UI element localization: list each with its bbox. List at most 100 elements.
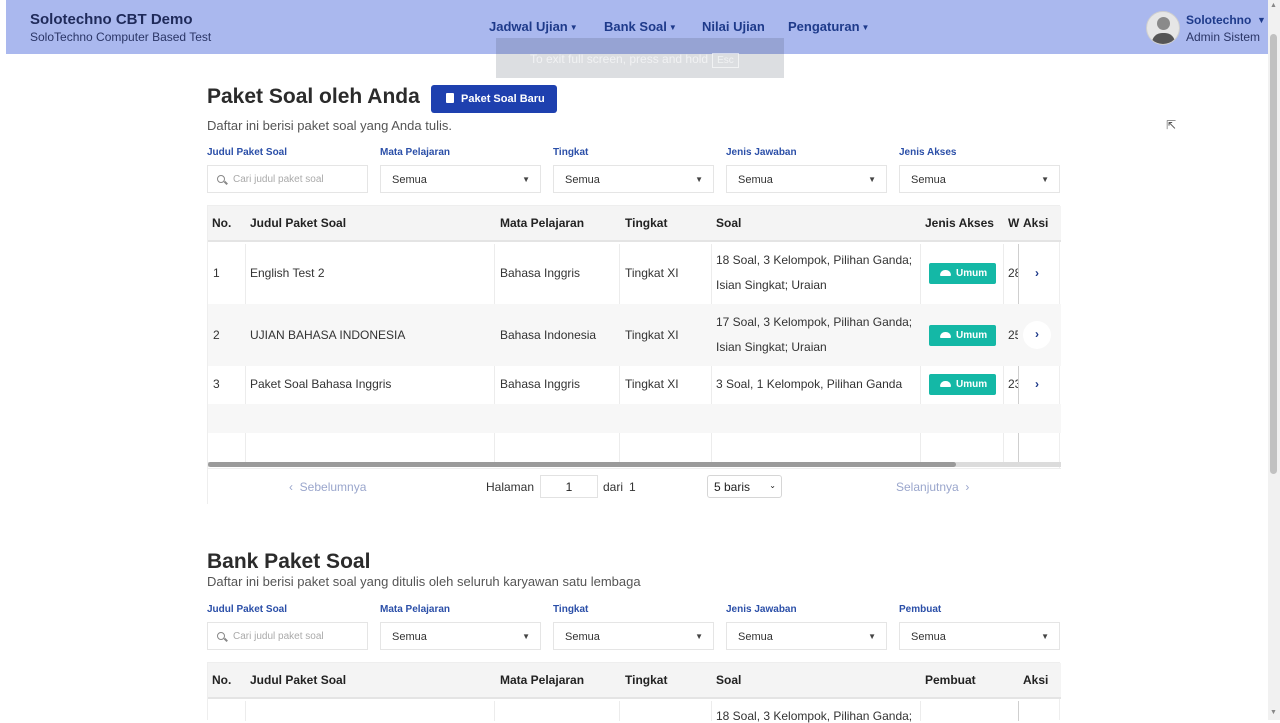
column-header[interactable]: Mata Pelajaran [500, 673, 585, 687]
caret-down-icon: ▼ [1041, 632, 1049, 641]
table-row[interactable]: 1 English Test 2 Bahasa Inggris Tingkat … [208, 244, 1061, 304]
filter-label: Tingkat [553, 604, 589, 615]
column-header: No. [212, 673, 232, 687]
filter-label: Jenis Jawaban [726, 604, 797, 615]
nav-jadwal-ujian[interactable]: Jadwal Ujian ▼ [489, 19, 578, 34]
nav-bank-soal[interactable]: Bank Soal ▼ [604, 19, 677, 34]
fullscreen-notice-text: To exit full screen, press and hold [530, 52, 709, 66]
caret-down-icon: ▼ [522, 632, 530, 641]
select-value: Semua [738, 174, 773, 186]
column-header[interactable]: Judul Paket Soal [250, 673, 347, 687]
search-icon [217, 632, 225, 640]
caret-down-icon: ▼ [695, 175, 703, 184]
cell-no: 3 [213, 377, 220, 391]
avatar[interactable] [1146, 11, 1180, 45]
column-header[interactable]: W [1008, 216, 1020, 230]
table-row-empty [208, 404, 1061, 433]
bank-packages-table: No. Judul Paket Soal Mata Pelajaran Ting… [207, 662, 1061, 723]
book-icon [446, 93, 454, 103]
chevron-right-icon: › [1035, 327, 1039, 341]
row-action-button[interactable]: › [1023, 260, 1051, 288]
chevron-down-icon: ⌄ [769, 481, 776, 490]
select-value: Semua [392, 631, 427, 643]
subject-select[interactable]: Semua ▼ [380, 165, 541, 193]
column-header[interactable]: Mata Pelajaran [500, 216, 585, 230]
level-select[interactable]: Semua ▼ [553, 165, 714, 193]
cell-soal-line1: 18 Soal, 3 Kelompok, Pilihan Ganda; [716, 253, 913, 267]
filter-label: Jenis Jawaban [726, 147, 797, 158]
column-header[interactable]: Pembuat [925, 673, 976, 687]
cell-w: 28 [1008, 266, 1018, 280]
answer-type-select[interactable]: Semua ▼ [726, 622, 887, 650]
new-package-label: Paket Soal Baru [461, 93, 545, 105]
access-badge: Umum [929, 263, 996, 284]
column-header[interactable]: Soal [716, 673, 742, 687]
users-icon [940, 381, 951, 387]
esc-key-label: Esc [712, 53, 739, 68]
access-type-select[interactable]: Semua ▼ [899, 165, 1060, 193]
chevron-right-icon: › [1035, 266, 1039, 280]
cell-w: 23 [1008, 377, 1018, 391]
users-icon [940, 270, 951, 276]
user-name[interactable]: Solotechno [1186, 13, 1252, 27]
scrollbar-thumb[interactable] [208, 462, 956, 467]
caret-down-icon: ▼ [861, 23, 870, 32]
horizontal-scrollbar[interactable] [208, 462, 1061, 467]
search-input[interactable]: Cari judul paket soal [207, 622, 368, 650]
app-title[interactable]: Solotechno CBT Demo [30, 11, 193, 28]
table-header: No. Judul Paket Soal Mata Pelajaran Ting… [208, 206, 1061, 242]
column-header[interactable]: Soal [716, 216, 742, 230]
row-action-button[interactable]: › [1023, 371, 1051, 399]
level-select[interactable]: Semua ▼ [553, 622, 714, 650]
table-row[interactable]: 2 UJIAN BAHASA INDONESIA Bahasa Indonesi… [208, 304, 1061, 366]
select-value: Semua [738, 631, 773, 643]
column-header[interactable]: Judul Paket Soal [250, 216, 347, 230]
scrollbar-thumb[interactable] [1270, 34, 1277, 474]
nav-nilai-ujian[interactable]: Nilai Ujian [702, 19, 765, 34]
cell-subject: Bahasa Inggris [500, 266, 581, 280]
fullscreen-notice: To exit full screen, press and hold Esc [496, 38, 784, 78]
user-menu-caret-icon[interactable]: ▼ [1257, 15, 1266, 25]
caret-down-icon: ▼ [695, 632, 703, 641]
nav-label: Bank Soal [604, 19, 667, 34]
rows-per-page-select[interactable]: 5 baris ⌄ [707, 475, 782, 498]
section-description: Daftar ini berisi paket soal yang dituli… [207, 574, 641, 589]
my-packages-table: No. Judul Paket Soal Mata Pelajaran Ting… [207, 205, 1061, 504]
cell-w: 25 [1008, 328, 1018, 342]
cell-soal-line1: 18 Soal, 3 Kelompok, Pilihan Ganda; [716, 709, 913, 723]
nav-pengaturan[interactable]: Pengaturan ▼ [788, 19, 869, 34]
answer-type-select[interactable]: Semua ▼ [726, 165, 887, 193]
total-pages: 1 [629, 480, 636, 494]
search-placeholder: Cari judul paket soal [233, 631, 324, 642]
previous-page-button[interactable]: ‹ Sebelumnya [289, 480, 367, 494]
column-header[interactable]: Tingkat [625, 216, 668, 230]
next-page-button[interactable]: Selanjutnya › [896, 480, 970, 494]
access-badge: Umum [929, 374, 996, 395]
search-input[interactable]: Cari judul paket soal [207, 165, 368, 193]
section-title-my-packages: Paket Soal oleh Anda [207, 85, 420, 108]
nav-label: Nilai Ujian [702, 19, 765, 34]
subject-select[interactable]: Semua ▼ [380, 622, 541, 650]
section-title-bank-packages: Bank Paket Soal [207, 550, 371, 573]
next-page-label: Selanjutnya [896, 480, 959, 494]
user-role: Admin Sistem [1186, 30, 1261, 44]
users-icon [940, 332, 951, 338]
row-action-button[interactable]: › [1023, 321, 1051, 349]
search-placeholder: Cari judul paket soal [233, 174, 324, 185]
column-header[interactable]: Jenis Akses [925, 216, 994, 230]
table-row[interactable]: 3 Paket Soal Bahasa Inggris Bahasa Inggr… [208, 366, 1061, 404]
cell-level: Tingkat XI [625, 377, 679, 391]
filter-label: Judul Paket Soal [207, 604, 288, 615]
new-package-button[interactable]: Paket Soal Baru [431, 85, 557, 113]
vertical-scrollbar[interactable]: ▲ ▼ [1268, 0, 1280, 720]
page-number-input[interactable]: 1 [540, 475, 598, 498]
filter-label: Mata Pelajaran [380, 147, 451, 158]
search-icon [217, 175, 225, 183]
column-header[interactable]: Tingkat [625, 673, 668, 687]
cell-soal-line2: Isian Singkat; Uraian [716, 340, 827, 354]
author-select[interactable]: Semua ▼ [899, 622, 1060, 650]
access-badge-label: Umum [956, 268, 988, 279]
section-description: Daftar ini berisi paket soal yang Anda t… [207, 118, 452, 133]
rows-per-page-value: 5 baris [714, 480, 751, 494]
access-badge: Umum [929, 325, 996, 346]
